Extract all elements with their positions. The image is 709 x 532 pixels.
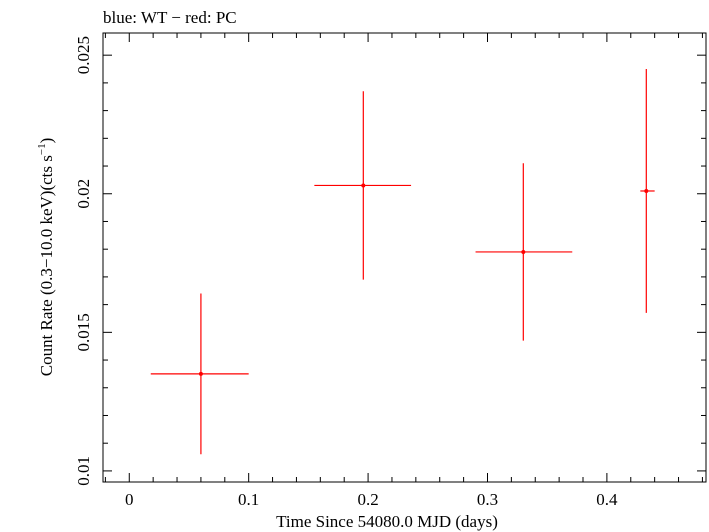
y-axis-label: Count Rate (0.3−10.0 keV)(cts s−1) [36, 138, 56, 377]
point-marker [361, 183, 366, 188]
plot-frame [102, 32, 707, 483]
y-axis-label-main: Count Rate (0.3−10.0 keV)(cts s [37, 155, 56, 376]
point-marker [198, 371, 203, 376]
y-axis-label-close: ) [37, 138, 56, 144]
y-axis-label-exponent: −1 [36, 143, 48, 155]
chart-title: blue: WT − red: PC [103, 8, 237, 27]
data-point [150, 293, 249, 455]
y-tick-label: 0.015 [74, 313, 93, 351]
x-axis: 0 0.1 0.2 0.3 0.4 [104, 33, 703, 509]
point-marker [644, 188, 649, 193]
data-point [314, 91, 412, 280]
x-tick-label: 0.3 [477, 490, 498, 509]
x-tick-label: 0.1 [238, 490, 259, 509]
point-marker [521, 249, 526, 254]
x-tick-label: 0.4 [596, 490, 618, 509]
y-tick-label: 0.01 [74, 456, 93, 486]
y-axis: 0.01 0.015 0.02 0.025 [74, 36, 706, 486]
y-tick-label: 0.02 [74, 179, 93, 209]
x-tick-label: 0 [125, 490, 134, 509]
y-tick-label: 0.025 [74, 36, 93, 74]
x-tick-label: 0.2 [357, 490, 378, 509]
data-point [640, 69, 655, 313]
x-axis-label: Time Since 54080.0 MJD (days) [276, 512, 498, 531]
data-point [475, 163, 573, 341]
data-series-pc [150, 69, 655, 455]
